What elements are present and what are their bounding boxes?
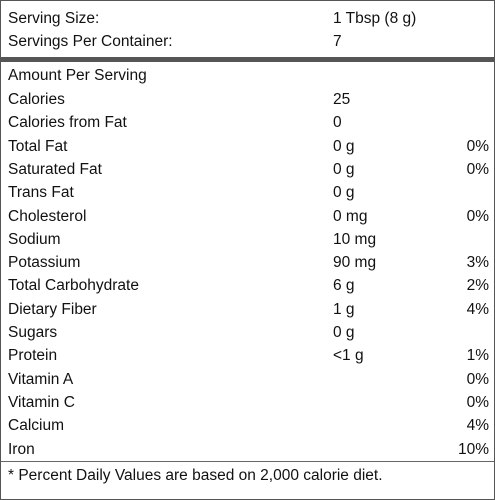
nutrient-row: Calories 25 <box>1 88 494 111</box>
nutrient-amount: 25 <box>333 91 351 108</box>
nutrient-daily-value: 0% <box>466 393 489 411</box>
nutrient-name: Vitamin A <box>8 370 74 388</box>
nutrient-name: Dietary Fiber <box>8 300 97 318</box>
nutrient-daily-value: 4% <box>466 417 489 435</box>
nutrient-daily-value: 4% <box>466 300 489 318</box>
nutrient-row: Trans Fat 0 g <box>1 181 494 204</box>
nutrient-name: Cholesterol <box>8 207 87 225</box>
servings-per-container-row: Servings Per Container: 7 <box>1 30 494 53</box>
nutrient-name: Iron <box>8 440 35 458</box>
nutrient-amount: 0 g <box>333 184 355 202</box>
nutrient-name: Calories <box>8 91 65 108</box>
nutrient-daily-value: 1% <box>466 347 489 365</box>
amount-per-serving-heading: Amount Per Serving <box>8 67 147 84</box>
nutrient-name: Total Fat <box>8 137 68 155</box>
servings-per-container-value: 7 <box>333 33 342 50</box>
nutrient-name: Total Carbohydrate <box>8 277 139 295</box>
nutrient-row: Calcium 4% <box>1 414 494 437</box>
nutrient-name: Saturated Fat <box>8 160 102 178</box>
nutrient-amount: 0 mg <box>333 207 368 225</box>
amount-per-serving-row: Amount Per Serving <box>1 64 494 87</box>
nutrient-amount: 1 g <box>333 300 355 318</box>
nutrient-row: Protein <1 g 1% <box>1 344 494 367</box>
nutrient-row: Total Carbohydrate 6 g 2% <box>1 274 494 297</box>
servings-per-container-label: Servings Per Container: <box>8 33 173 50</box>
nutrient-name: Sugars <box>8 324 58 341</box>
nutrient-amount: <1 g <box>333 347 364 365</box>
nutrient-row: Vitamin A 0% <box>1 368 494 391</box>
nutrient-name: Calcium <box>8 417 64 435</box>
nutrient-amount: 10 mg <box>333 230 377 248</box>
nutrient-row: Total Fat 0 g 0% <box>1 135 494 158</box>
daily-value-footnote: * Percent Daily Values are based on 2,00… <box>8 467 383 484</box>
serving-size-value: 1 Tbsp (8 g) <box>333 10 417 27</box>
nutrient-amount: 0 g <box>333 324 355 341</box>
thick-divider <box>1 57 494 62</box>
nutrient-row: Cholesterol 0 mg 0% <box>1 205 494 228</box>
nutrient-amount: 0 g <box>333 137 355 155</box>
nutrient-row: Iron 10% <box>1 438 494 461</box>
serving-size-label: Serving Size: <box>8 10 100 27</box>
serving-size-row: Serving Size: 1 Tbsp (8 g) <box>1 7 494 30</box>
nutrient-name: Vitamin C <box>8 393 75 411</box>
nutrient-daily-value: 0% <box>466 160 489 178</box>
nutrient-amount: 90 mg <box>333 254 377 272</box>
nutrient-row: Sugars 0 g <box>1 321 494 344</box>
nutrient-daily-value: 3% <box>466 254 489 272</box>
nutrient-name: Sodium <box>8 230 61 248</box>
nutrient-row: Sodium 10 mg <box>1 228 494 251</box>
nutrient-name: Potassium <box>8 254 81 272</box>
nutrient-name: Protein <box>8 347 58 365</box>
nutrient-daily-value: 0% <box>466 370 489 388</box>
nutrient-daily-value: 0% <box>466 137 489 155</box>
nutrient-row: Potassium 90 mg 3% <box>1 251 494 274</box>
nutrient-amount: 0 <box>333 114 342 132</box>
nutrient-row: Vitamin C 0% <box>1 391 494 414</box>
nutrient-name: Trans Fat <box>8 184 74 202</box>
nutrient-row: Dietary Fiber 1 g 4% <box>1 298 494 321</box>
nutrient-daily-value: 10% <box>457 440 489 458</box>
nutrient-amount: 6 g <box>333 277 355 295</box>
nutrient-daily-value: 0% <box>466 207 489 225</box>
nutrient-row: Saturated Fat 0 g 0% <box>1 158 494 181</box>
nutrient-name: Calories from Fat <box>8 114 127 132</box>
nutrient-daily-value: 2% <box>466 277 489 295</box>
nutrient-row: Calories from Fat 0 <box>1 111 494 134</box>
footnote-divider <box>1 461 494 462</box>
nutrient-amount: 0 g <box>333 160 355 178</box>
